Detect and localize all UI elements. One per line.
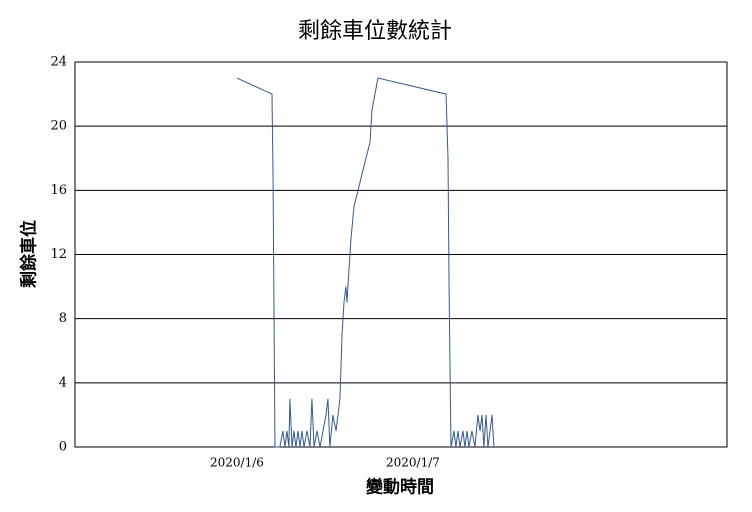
y-tick-label: 16	[50, 183, 67, 198]
y-tick-label: 0	[59, 440, 67, 455]
y-axis-label: 剩餘車位	[19, 220, 40, 288]
chart-title: 剩餘車位數統計	[298, 19, 452, 44]
y-tick-label: 12	[50, 247, 67, 262]
x-tick-label: 2020/1/7	[386, 456, 440, 470]
data-line	[236, 77, 495, 448]
x-axis-label: 變動時間	[366, 477, 434, 498]
y-tick-label: 4	[59, 375, 67, 390]
x-tick-label: 2020/1/6	[210, 456, 264, 470]
y-tick-label: 24	[50, 55, 67, 70]
y-tick-label: 8	[59, 311, 67, 326]
y-tick-label: 20	[50, 119, 67, 134]
